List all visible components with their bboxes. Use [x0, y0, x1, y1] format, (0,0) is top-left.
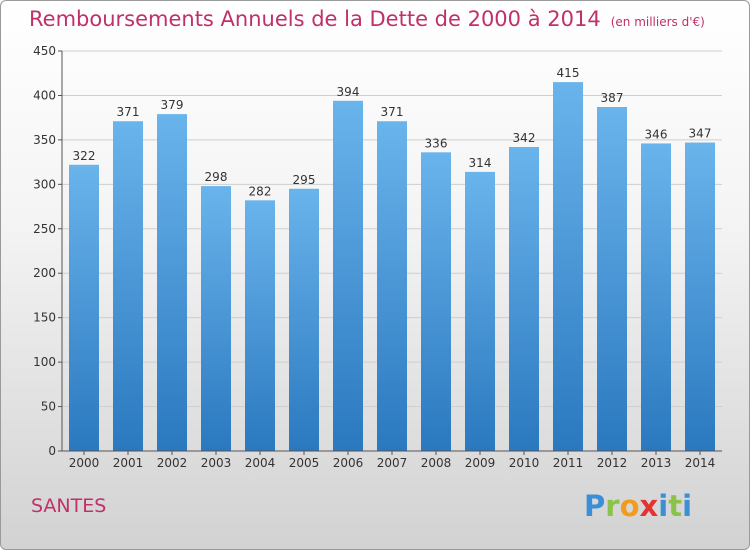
- y-tick-label: 150: [33, 311, 56, 325]
- value-label-2012: 387: [601, 91, 624, 105]
- value-label-2013: 346: [645, 127, 668, 141]
- bar-2003: [201, 186, 231, 451]
- y-tick-label: 200: [33, 266, 56, 280]
- bar-2008: [421, 152, 451, 452]
- logo-letter: x: [639, 489, 659, 523]
- y-tick-label: 50: [41, 400, 56, 414]
- x-tick-label-2013: 2013: [641, 456, 672, 470]
- x-tick-label-2014: 2014: [685, 456, 716, 470]
- x-tick-label-2008: 2008: [421, 456, 452, 470]
- value-label-2008: 336: [425, 136, 448, 150]
- x-tick-label-2010: 2010: [509, 456, 540, 470]
- labels-group: 322 371 379 298 282 295 394 371 336 314 342 415 387 3…: [73, 66, 712, 198]
- x-tick-label-2011: 2011: [553, 456, 584, 470]
- y-tick-label: 100: [33, 355, 56, 369]
- value-label-2007: 371: [381, 105, 404, 119]
- y-tick-label: 250: [33, 222, 56, 236]
- logo-letter: t: [668, 489, 683, 523]
- value-label-2014: 347: [689, 127, 712, 141]
- bar-2013: [641, 143, 671, 451]
- x-tick-label-2009: 2009: [465, 456, 496, 470]
- value-label-2002: 379: [161, 98, 184, 112]
- value-label-2006: 394: [337, 85, 360, 99]
- axes-group: 0 50 100 150 200 250 300 350 400 450 2000 2001 2002 2…: [33, 44, 722, 470]
- y-tick-label: 450: [33, 44, 56, 58]
- x-tick-label-2005: 2005: [289, 456, 320, 470]
- bar-2012: [597, 107, 627, 451]
- chart-title-text: Remboursements Annuels de la Dette de 20…: [29, 7, 601, 31]
- bar-2009: [465, 171, 495, 451]
- value-label-2010: 342: [513, 131, 536, 145]
- logo-letter: i: [658, 489, 669, 523]
- bars-group: [69, 82, 715, 452]
- value-label-2000: 322: [73, 149, 96, 163]
- bar-2000: [69, 164, 99, 451]
- x-tick-label-2000: 2000: [69, 456, 100, 470]
- x-tick-label-2006: 2006: [333, 456, 364, 470]
- value-label-2004: 282: [249, 184, 272, 198]
- y-tick-label: 400: [33, 88, 56, 102]
- city-name: SANTES: [31, 495, 107, 517]
- logo-letter: r: [605, 489, 620, 523]
- value-label-2009: 314: [469, 156, 492, 170]
- x-tick-label-2003: 2003: [201, 456, 232, 470]
- bar-2006: [333, 100, 363, 452]
- x-tick-label-2012: 2012: [597, 456, 628, 470]
- proxiti-logo: Proxiti: [584, 489, 692, 523]
- bar-2005: [289, 188, 319, 451]
- chart-title: Remboursements Annuels de la Dette de 20…: [29, 7, 705, 31]
- bar-2011: [553, 82, 583, 451]
- bar-2004: [245, 200, 275, 451]
- x-tick-label-2002: 2002: [157, 456, 188, 470]
- bar-2002: [157, 114, 187, 451]
- bar-2014: [685, 142, 715, 452]
- x-tick-label-2007: 2007: [377, 456, 408, 470]
- y-tick-label: 0: [48, 444, 56, 458]
- x-tick-label-2004: 2004: [245, 456, 276, 470]
- y-tick-label: 350: [33, 133, 56, 147]
- value-label-2001: 371: [117, 105, 140, 119]
- x-tick-label-2001: 2001: [113, 456, 144, 470]
- bar-2001: [113, 121, 143, 451]
- bar-2010: [509, 147, 539, 451]
- chart-subtitle: (en milliers d'€): [610, 15, 705, 29]
- logo-letter: o: [619, 489, 640, 523]
- logo-letter: i: [682, 489, 693, 523]
- value-label-2003: 298: [205, 170, 228, 184]
- value-label-2005: 295: [293, 173, 316, 187]
- logo-letter: P: [584, 489, 606, 523]
- bar-2007: [377, 121, 407, 451]
- y-tick-label: 300: [33, 177, 56, 191]
- value-label-2011: 415: [557, 66, 580, 80]
